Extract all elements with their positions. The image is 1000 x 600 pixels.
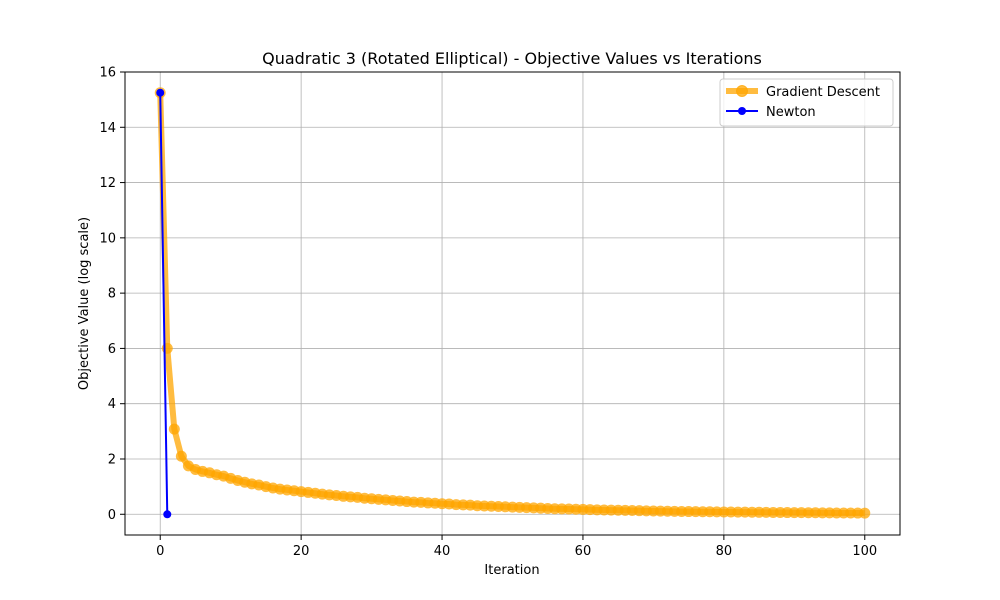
axis-ticks: 0 20 40 60 80 100 0 2 4 6 8 10 12 14 16: [99, 66, 877, 560]
series-group: [154, 87, 871, 519]
x-tick-label: 100: [852, 544, 877, 559]
y-tick-label: 0: [108, 508, 116, 523]
gd-point: [168, 423, 180, 435]
legend-newton-marker: [738, 107, 746, 115]
x-tick-label: 40: [434, 544, 451, 559]
gd-point: [161, 342, 173, 354]
legend-box: [719, 78, 894, 127]
x-tick-label: 0: [156, 544, 164, 559]
y-tick-label: 14: [99, 121, 116, 136]
x-axis-label: Iteration: [484, 563, 539, 578]
y-tick-label: 2: [108, 452, 116, 467]
chart-title: Quadratic 3 (Rotated Elliptical) - Objec…: [262, 49, 762, 68]
newton-series-line: [159, 92, 169, 515]
plot-frame: [124, 71, 901, 536]
gd-point: [175, 450, 187, 462]
legend-gd-label: Gradient Descent: [766, 85, 880, 100]
newton-point: [156, 88, 165, 97]
x-tick-label: 80: [716, 544, 733, 559]
newton-point: [163, 510, 172, 519]
gd-point: [859, 507, 871, 519]
y-axis-label: Objective Value (log scale): [77, 217, 92, 390]
legend: Gradient Descent Newton: [719, 78, 894, 127]
y-tick-label: 12: [99, 176, 116, 191]
y-tick-label: 4: [108, 397, 116, 412]
y-tick-label: 16: [99, 66, 116, 81]
legend-gd-marker: [736, 85, 748, 97]
x-tick-label: 20: [293, 544, 310, 559]
x-tick-label: 60: [575, 544, 592, 559]
y-tick-label: 6: [108, 342, 116, 357]
legend-newton-label: Newton: [766, 105, 816, 120]
y-tick-label: 10: [99, 231, 116, 246]
y-tick-label: 8: [108, 287, 116, 302]
